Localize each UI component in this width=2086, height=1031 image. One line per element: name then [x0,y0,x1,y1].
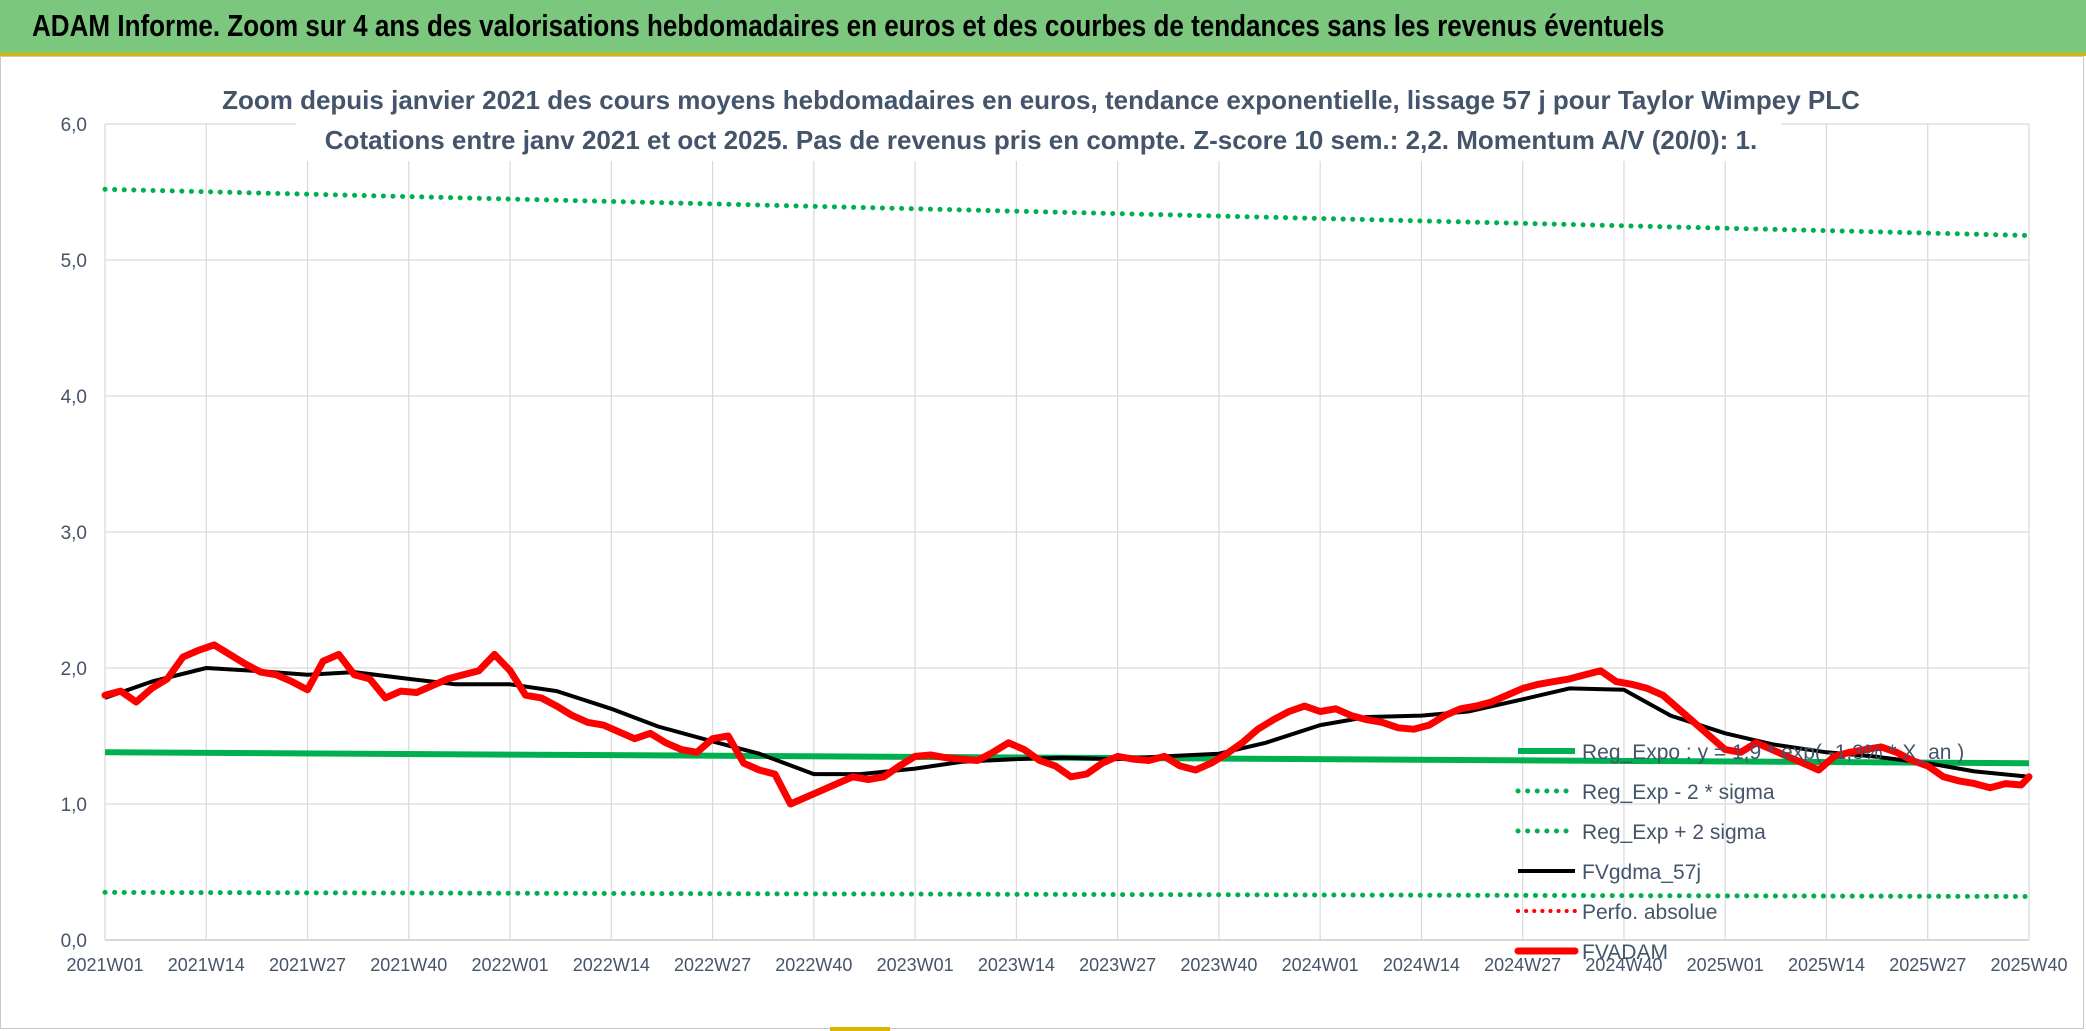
y-tick-label: 3,0 [61,523,87,544]
x-tick-label: 2024W14 [1383,955,1460,975]
chart-subtitle-bg [296,119,1781,161]
banner-title: ADAM Informe. Zoom sur 4 ans des valoris… [32,8,1665,43]
x-tick-label: 2025W40 [1990,955,2067,975]
chart-subtitle: Cotations entre janv 2021 et oct 2025. P… [325,125,1757,155]
legend-label: FVADAM [1582,941,1668,964]
x-tick-label: 2025W01 [1687,955,1764,975]
x-tick-label: 2025W27 [1889,955,1966,975]
x-tick-label: 2025W14 [1788,955,1865,975]
axis-layer: 0,0 1,0 2,0 3,0 4,0 5,0 6,0 2021W01 2021W14 2021W… [61,115,2068,975]
series-line-2 [102,186,2032,238]
chart-frame: 0,0 1,0 2,0 3,0 4,0 5,0 6,0 2021W01 2021W14 2021W… [0,56,2084,1029]
y-tick-label: 2,0 [61,659,87,680]
x-tick-label: 2024W40 [1585,955,1662,975]
y-tick-label: 0,0 [61,931,87,952]
x-tick-label: 2024W27 [1484,955,1561,975]
x-tick-label: 2021W40 [370,955,447,975]
x-tick-label: 2021W14 [168,955,245,975]
y-tick-label: 1,0 [61,795,87,816]
x-tick-label: 2022W01 [472,955,549,975]
legend-label: Perfo. absolue [1582,901,1717,924]
legend-label: FVgdma_57j [1582,861,1701,884]
grid-layer [104,123,2030,941]
x-tick-label: 2022W27 [674,955,751,975]
legend: Reg_Expo : y = 1,9 * exp( -1,3% * X_an )… [1514,741,1964,964]
title-banner: ADAM Informe. Zoom sur 4 ans des valoris… [0,0,2086,56]
legend-label: Reg_Expo : y = 1,9 * exp( -1,3% * X_an ) [1582,741,1964,764]
bottom-accent [830,1027,890,1031]
series-line-1 [102,889,2032,899]
chart-title: Zoom depuis janvier 2021 des cours moyen… [222,85,1860,115]
x-tick-label: 2024W01 [1282,955,1359,975]
series-line-3 [104,666,2030,779]
chart-title-bg [296,75,1781,119]
y-tick-label: 5,0 [61,251,87,272]
y-tick-label: 4,0 [61,387,87,408]
series-layer [101,186,2033,899]
x-tick-label: 2023W01 [877,955,954,975]
series-line-5 [101,641,2033,808]
x-tick-label: 2023W14 [978,955,1055,975]
x-tick-label: 2021W27 [269,955,346,975]
x-tick-label: 2023W40 [1180,955,1257,975]
legend-label: Reg_Exp + 2 sigma [1582,821,1766,844]
x-tick-label: 2021W01 [66,955,143,975]
y-tick-label: 6,0 [61,115,87,136]
line-chart: 0,0 1,0 2,0 3,0 4,0 5,0 6,0 2021W01 2021W14 2021W… [61,75,2068,975]
chart-title-block: Zoom depuis janvier 2021 des cours moyen… [222,75,1860,161]
x-tick-label: 2023W27 [1079,955,1156,975]
x-tick-label: 2022W14 [573,955,650,975]
x-tick-label: 2022W40 [775,955,852,975]
legend-label: Reg_Exp - 2 * sigma [1582,781,1775,804]
